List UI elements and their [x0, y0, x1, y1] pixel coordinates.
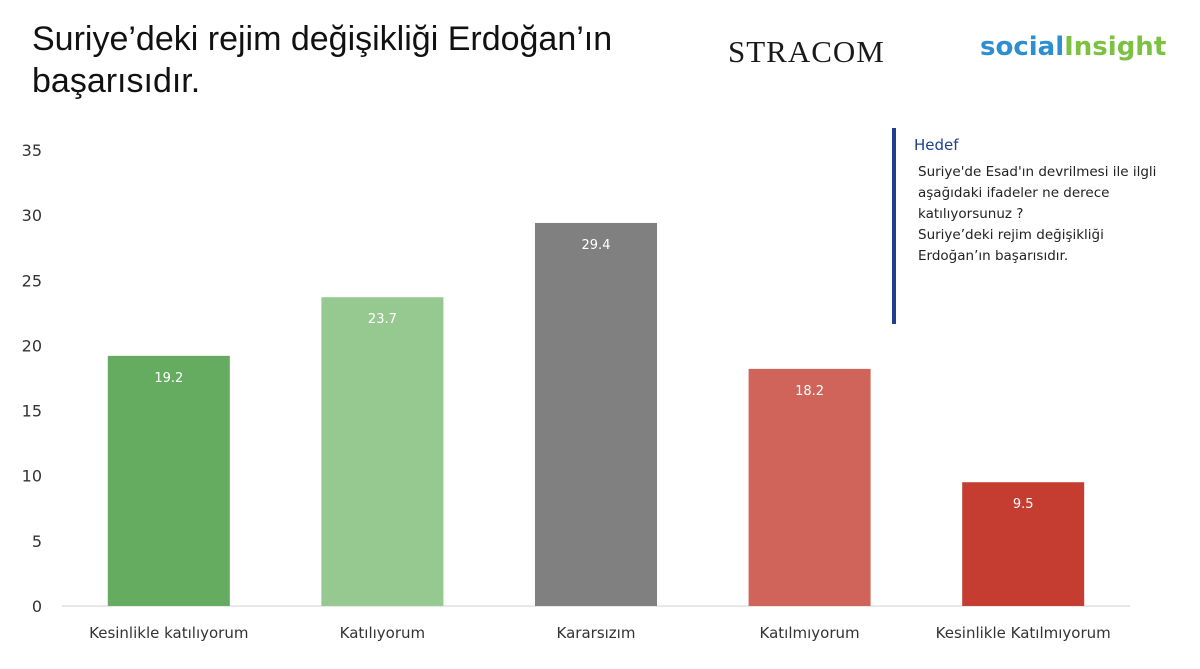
y-tick-label: 30 [22, 206, 42, 225]
stracom-logo: STRACOM [728, 34, 885, 69]
socialinsight-logo: socialInsight [980, 32, 1166, 62]
category-label: Katılmıyorum [760, 624, 860, 642]
y-tick-label: 25 [22, 271, 42, 290]
socialinsight-logo-part2: Insight [1064, 32, 1167, 62]
category-label: Kararsızım [557, 624, 636, 642]
data-label: 19.2 [154, 371, 183, 386]
note-body: Suriye'de Esad'ın devrilmesi ile ilgli a… [918, 164, 1157, 264]
data-label: 18.2 [795, 384, 824, 399]
note-heading: Hedef [914, 136, 959, 154]
category-label: Katılıyorum [340, 624, 426, 642]
y-tick-label: 5 [32, 532, 42, 551]
y-tick-label: 35 [22, 141, 42, 160]
category-label: Kesinlikle Katılmıyorum [936, 624, 1111, 642]
bar [107, 355, 230, 606]
y-tick-label: 10 [22, 467, 42, 486]
bar [962, 482, 1085, 606]
bar [321, 297, 444, 606]
page-title: Suriye’deki rejim değişikliği Erdoğan’ın… [32, 20, 613, 100]
question-note: Hedef Suriye'de Esad'ın devrilmesi ile i… [892, 128, 1186, 324]
y-tick-label: 20 [22, 336, 42, 355]
data-label: 29.4 [582, 238, 611, 253]
y-tick-label: 15 [22, 402, 42, 421]
y-tick-label: 0 [32, 597, 42, 616]
category-label: Kesinlikle katılıyorum [89, 624, 248, 642]
socialinsight-logo-part1: social [980, 32, 1065, 62]
bar [748, 368, 871, 606]
data-label: 23.7 [368, 312, 397, 327]
data-label: 9.5 [1013, 497, 1034, 512]
bar [535, 222, 657, 606]
